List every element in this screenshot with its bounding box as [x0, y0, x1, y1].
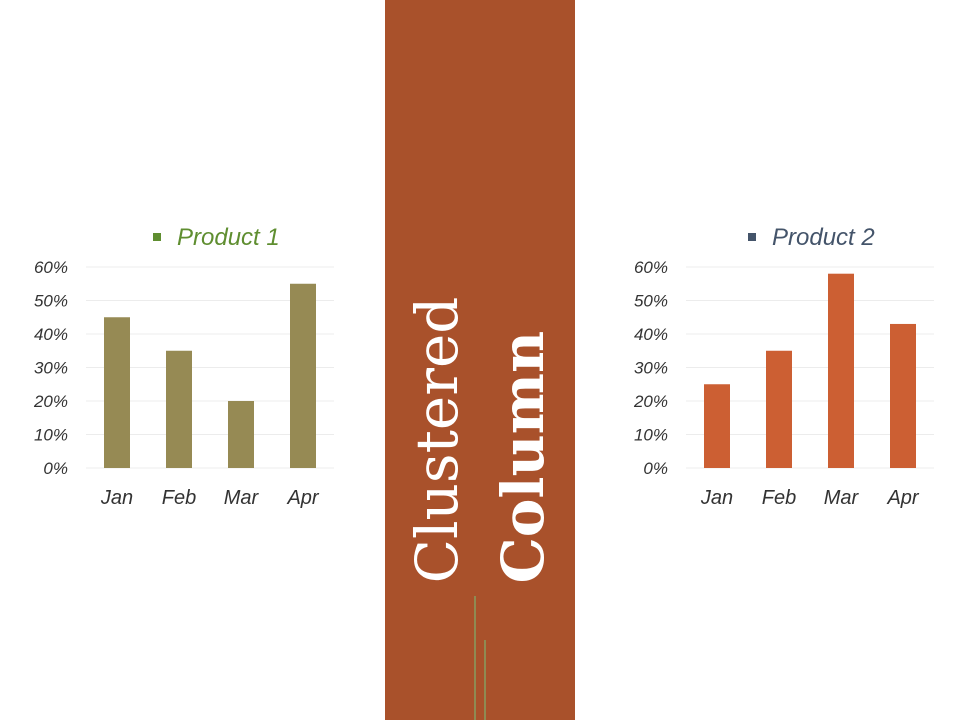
x-category-label: Jan	[700, 487, 733, 509]
bar-apr	[290, 283, 316, 468]
y-tick-label: 10%	[634, 426, 668, 445]
chart-product-2: 0% 10% 20% 30% 40% 50% 60% Jan Feb Mar Apr Product …	[633, 224, 934, 509]
x-category-label: Jan	[100, 487, 133, 509]
legend-marker	[153, 233, 161, 241]
y-tick-label: 30%	[634, 359, 668, 378]
bar-feb	[166, 350, 192, 468]
x-category-label: Mar	[224, 487, 260, 509]
x-category-label: Feb	[162, 487, 196, 509]
decorative-line-short	[484, 640, 486, 720]
bar-mar	[228, 401, 254, 468]
bar-feb	[766, 350, 792, 468]
bar-mar	[828, 273, 854, 468]
y-tick-label: 20%	[33, 392, 68, 411]
bar-jan	[104, 317, 130, 468]
y-tick-label: 10%	[34, 426, 68, 445]
bar-jan	[704, 384, 730, 468]
chart-product-1: 0% 10% 20% 30% 40% 50% 60% Jan Feb Mar Apr Product …	[33, 224, 334, 509]
x-category-label: Apr	[886, 487, 919, 509]
x-category-label: Mar	[824, 487, 860, 509]
legend-marker	[748, 233, 756, 241]
x-category-label: Feb	[762, 487, 796, 509]
x-category-label: Apr	[286, 487, 319, 509]
legend-label: Product 2	[772, 224, 875, 251]
bar-apr	[890, 323, 916, 468]
y-tick-label: 50%	[34, 292, 68, 311]
y-tick-label: 40%	[634, 325, 668, 344]
center-title-band	[385, 0, 575, 720]
y-tick-label: 60%	[34, 258, 68, 277]
y-tick-label: 0%	[43, 459, 68, 478]
y-tick-label: 40%	[34, 325, 68, 344]
y-tick-label: 30%	[34, 359, 68, 378]
y-tick-label: 20%	[633, 392, 668, 411]
decorative-line-long	[474, 596, 476, 720]
y-tick-label: 50%	[634, 292, 668, 311]
legend-label: Product 1	[177, 224, 280, 251]
y-tick-label: 60%	[634, 258, 668, 277]
y-tick-label: 0%	[643, 459, 668, 478]
